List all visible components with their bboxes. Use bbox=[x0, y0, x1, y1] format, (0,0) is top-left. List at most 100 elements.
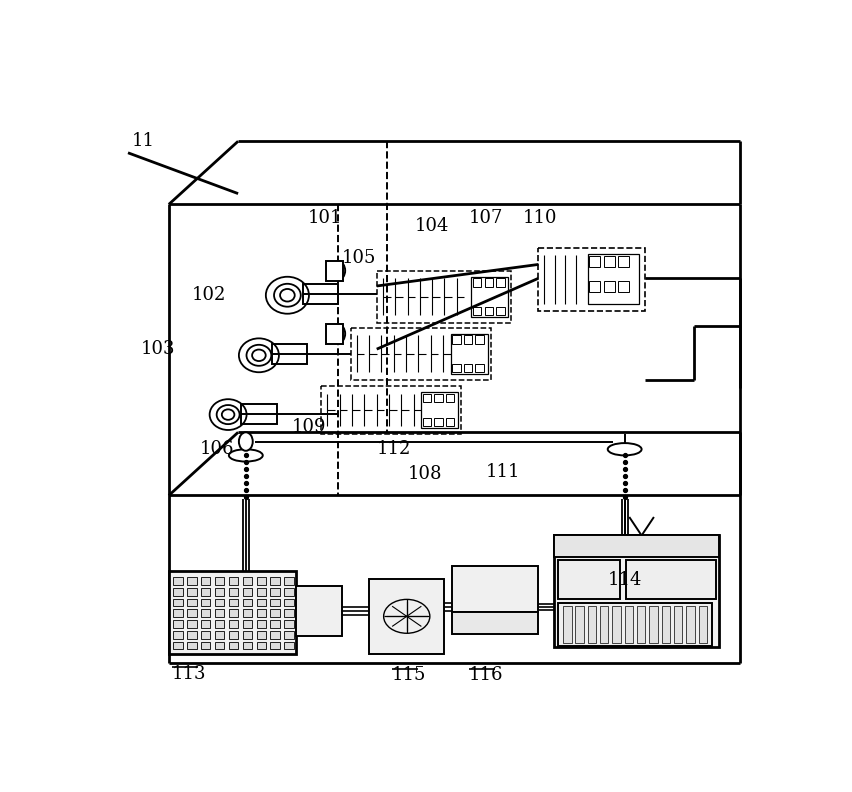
Bar bbox=[256, 609, 266, 617]
Text: 101: 101 bbox=[307, 209, 342, 227]
Bar bbox=[243, 642, 251, 649]
Bar bbox=[636, 607, 645, 642]
Text: 107: 107 bbox=[469, 209, 503, 227]
Bar bbox=[475, 364, 483, 372]
Bar bbox=[562, 607, 571, 642]
Ellipse shape bbox=[607, 443, 641, 455]
Bar bbox=[201, 631, 210, 638]
Bar bbox=[270, 642, 279, 649]
Bar bbox=[463, 364, 472, 372]
Bar bbox=[201, 599, 210, 607]
Bar bbox=[228, 620, 238, 628]
Bar bbox=[228, 577, 238, 584]
Bar bbox=[284, 599, 293, 607]
Bar bbox=[648, 607, 657, 642]
Bar bbox=[256, 588, 266, 596]
Bar bbox=[673, 607, 682, 642]
Bar bbox=[201, 620, 210, 628]
Bar bbox=[603, 281, 614, 292]
Bar bbox=[187, 620, 196, 628]
Bar bbox=[624, 607, 632, 642]
Bar bbox=[302, 284, 338, 303]
Bar bbox=[201, 609, 210, 617]
Bar bbox=[471, 276, 508, 317]
Bar bbox=[201, 588, 210, 596]
Bar bbox=[369, 579, 444, 654]
Bar bbox=[463, 335, 472, 344]
Bar bbox=[256, 620, 266, 628]
Bar bbox=[558, 560, 619, 599]
Bar bbox=[272, 344, 307, 364]
Bar bbox=[553, 535, 718, 557]
Bar bbox=[472, 278, 481, 287]
Bar bbox=[270, 577, 279, 584]
Bar bbox=[215, 609, 224, 617]
Ellipse shape bbox=[331, 325, 345, 343]
Bar bbox=[284, 642, 293, 649]
Bar bbox=[446, 394, 454, 402]
Bar bbox=[241, 404, 276, 424]
Text: 102: 102 bbox=[192, 286, 226, 304]
Bar bbox=[173, 642, 182, 649]
Text: 108: 108 bbox=[407, 465, 441, 482]
Bar bbox=[350, 328, 490, 380]
Bar bbox=[243, 588, 251, 596]
Bar bbox=[686, 607, 694, 642]
Bar bbox=[173, 620, 182, 628]
Bar bbox=[256, 631, 266, 638]
Bar bbox=[243, 631, 251, 638]
Bar bbox=[243, 609, 251, 617]
Bar bbox=[558, 604, 711, 645]
Bar bbox=[201, 577, 210, 584]
Bar bbox=[618, 256, 629, 267]
Bar bbox=[187, 631, 196, 638]
Bar bbox=[553, 535, 718, 647]
Text: 106: 106 bbox=[199, 440, 233, 458]
Bar bbox=[587, 253, 638, 304]
Text: 11: 11 bbox=[132, 132, 155, 150]
Bar bbox=[452, 364, 460, 372]
Bar bbox=[538, 247, 644, 310]
Bar bbox=[484, 307, 492, 315]
Text: 115: 115 bbox=[392, 666, 426, 684]
Bar bbox=[173, 599, 182, 607]
Bar bbox=[475, 335, 483, 344]
Bar bbox=[452, 335, 460, 344]
Bar bbox=[589, 256, 599, 267]
Bar bbox=[284, 620, 293, 628]
Bar bbox=[321, 386, 461, 434]
Text: 113: 113 bbox=[172, 664, 206, 683]
Bar bbox=[603, 256, 614, 267]
Ellipse shape bbox=[331, 261, 345, 280]
Bar bbox=[452, 612, 538, 634]
Text: 110: 110 bbox=[522, 209, 557, 227]
Bar bbox=[243, 620, 251, 628]
Bar bbox=[256, 642, 266, 649]
Bar bbox=[423, 417, 431, 426]
Ellipse shape bbox=[239, 432, 252, 451]
Bar bbox=[173, 588, 182, 596]
Bar bbox=[228, 642, 238, 649]
Text: 111: 111 bbox=[486, 463, 520, 481]
Bar bbox=[472, 307, 481, 315]
Bar bbox=[187, 609, 196, 617]
Ellipse shape bbox=[228, 449, 262, 462]
Bar bbox=[228, 609, 238, 617]
Text: 109: 109 bbox=[291, 418, 326, 436]
Text: 104: 104 bbox=[415, 217, 449, 234]
Bar bbox=[169, 571, 296, 654]
Bar bbox=[215, 577, 224, 584]
Bar bbox=[270, 631, 279, 638]
Bar bbox=[228, 599, 238, 607]
Bar bbox=[270, 599, 279, 607]
Bar bbox=[575, 607, 583, 642]
Bar bbox=[434, 394, 442, 402]
Bar bbox=[587, 607, 596, 642]
Bar bbox=[421, 392, 458, 428]
Bar bbox=[284, 609, 293, 617]
Bar bbox=[215, 631, 224, 638]
Bar bbox=[243, 577, 251, 584]
Bar bbox=[434, 417, 442, 426]
Bar bbox=[450, 333, 487, 374]
Bar bbox=[270, 588, 279, 596]
